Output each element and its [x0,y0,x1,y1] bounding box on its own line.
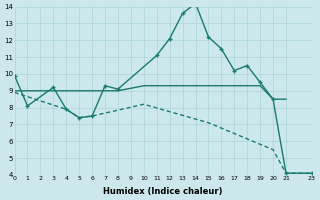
X-axis label: Humidex (Indice chaleur): Humidex (Indice chaleur) [103,187,223,196]
